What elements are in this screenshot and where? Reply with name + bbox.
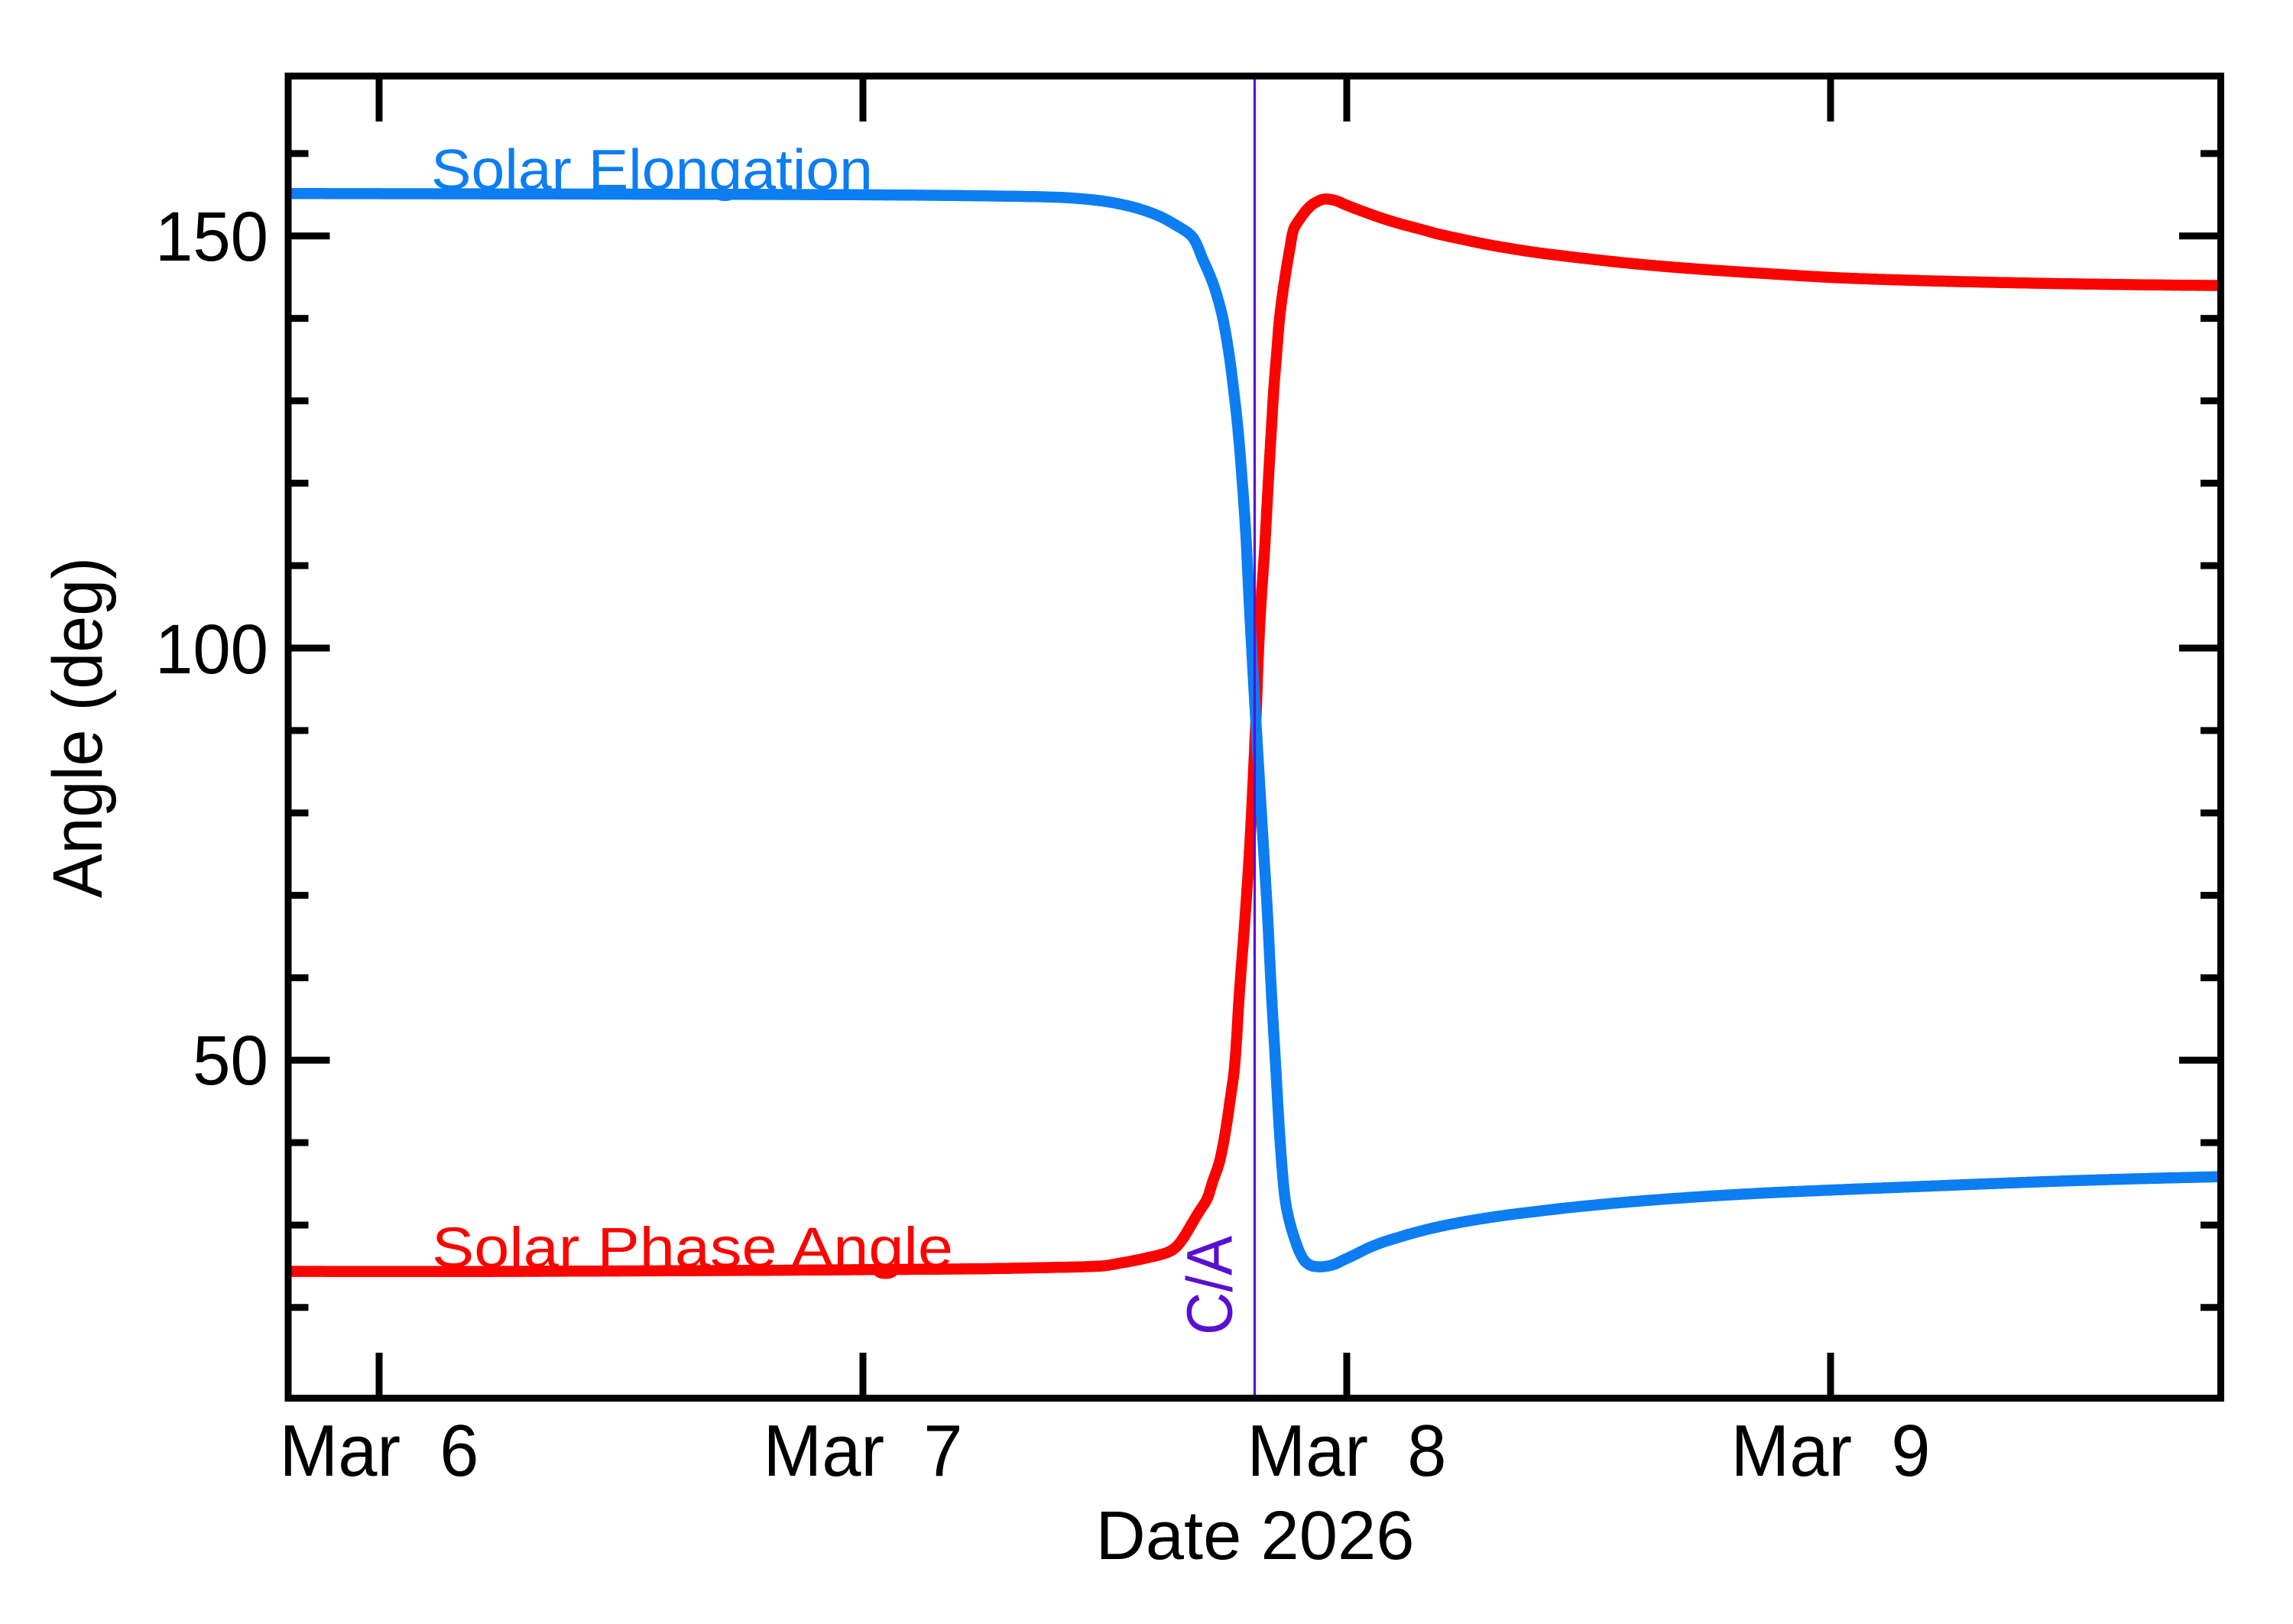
svg-text:Mar 8: Mar 8 xyxy=(1247,1410,1447,1492)
svg-text:50: 50 xyxy=(193,1022,268,1100)
svg-text:Angle (deg): Angle (deg) xyxy=(39,557,117,898)
svg-text:Mar 6: Mar 6 xyxy=(280,1410,479,1492)
svg-text:Date 2026: Date 2026 xyxy=(1096,1498,1415,1574)
svg-text:150: 150 xyxy=(155,198,268,276)
svg-text:Mar 9: Mar 9 xyxy=(1731,1410,1931,1492)
svg-text:100: 100 xyxy=(155,611,268,689)
svg-text:Solar Elongation: Solar Elongation xyxy=(431,138,873,202)
svg-text:Solar Phase Angle: Solar Phase Angle xyxy=(432,1216,953,1279)
svg-text:C/A: C/A xyxy=(1174,1236,1246,1335)
svg-text:Mar 7: Mar 7 xyxy=(764,1410,963,1492)
